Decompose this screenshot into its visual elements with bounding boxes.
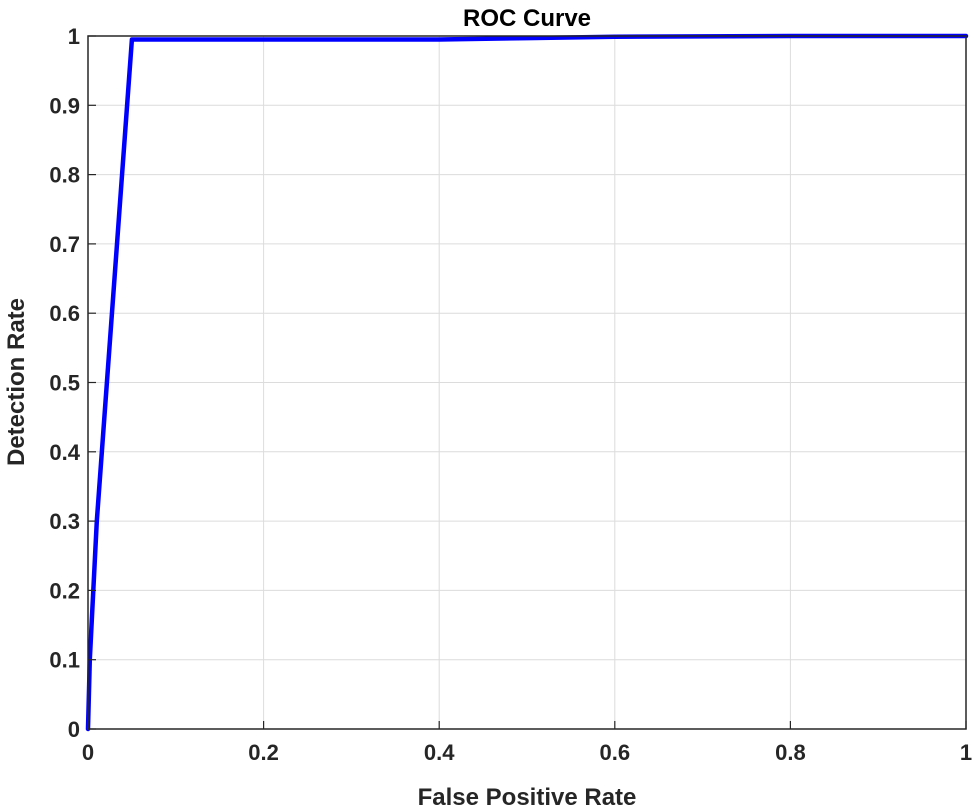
y-tick-label: 0.9 [49,93,80,118]
y-tick-label: 0.2 [49,578,80,603]
chart-title: ROC Curve [463,5,591,32]
y-axis-ticks: 0 0.1 0.2 0.3 0.4 0.5 0.6 0.7 0.8 0.9 1 [49,24,96,742]
y-tick-label: 0.6 [49,301,80,326]
x-tick-label: 0 [82,740,94,765]
x-tick-label: 0.6 [600,740,631,765]
x-tick-label: 0.8 [775,740,806,765]
y-tick-label: 0 [68,717,80,742]
y-tick-label: 0.1 [49,648,80,673]
y-axis-title: Detection Rate [3,298,30,466]
y-tick-label: 0.4 [49,440,80,465]
grid [87,35,967,730]
y-tick-label: 0.5 [49,371,80,396]
x-axis-ticks: 0 0.2 0.4 0.6 0.8 1 [82,721,972,765]
y-tick-label: 0.7 [49,232,80,257]
y-tick-label: 0.3 [49,509,80,534]
y-tick-label: 0.8 [49,163,80,188]
x-tick-label: 0.2 [248,740,279,765]
x-axis-title: False Positive Rate [418,784,637,811]
x-tick-label: 1 [960,740,972,765]
x-tick-label: 0.4 [424,740,455,765]
y-tick-label: 1 [68,24,80,49]
